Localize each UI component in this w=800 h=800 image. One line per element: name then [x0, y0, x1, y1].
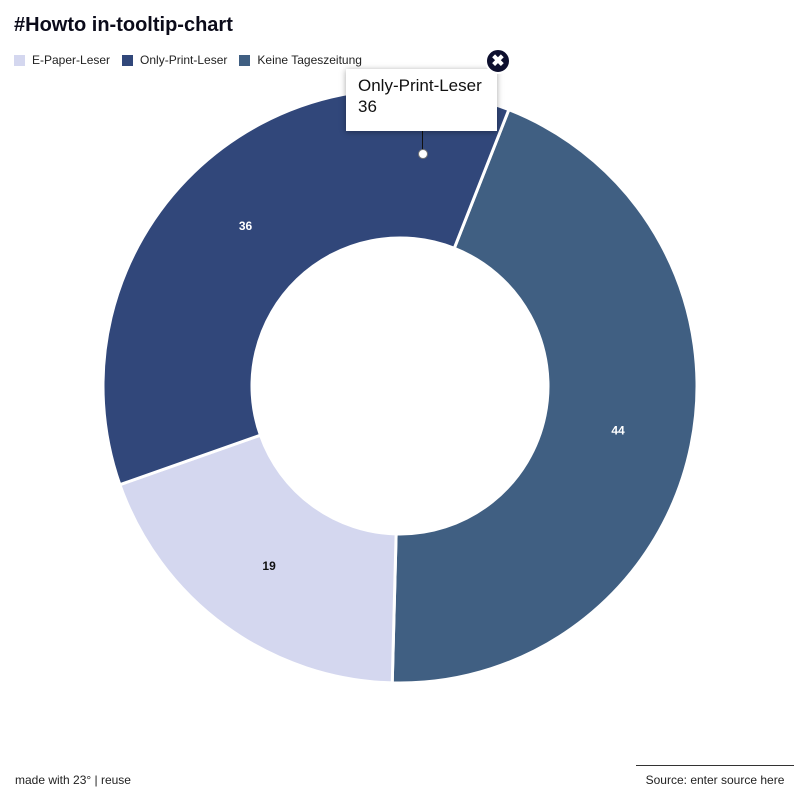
legend-swatch: [239, 54, 251, 66]
slice-value-label: 36: [239, 219, 253, 233]
legend-swatch: [122, 54, 134, 66]
legend-swatch: [14, 54, 25, 66]
footer-credit[interactable]: made with 23° | reuse: [15, 773, 131, 787]
slice-keine-tageszeitung[interactable]: [390, 107, 699, 685]
slice-value-label: 44: [611, 423, 625, 437]
legend: E-Paper-Leser Only-Print-Leser Keine Tag…: [14, 53, 374, 67]
chart-title: #Howto in-tooltip-chart: [14, 14, 233, 36]
legend-item-keine[interactable]: Keine Tageszeitung: [239, 53, 362, 67]
tooltip-anchor-dot: [418, 149, 428, 159]
slice-only-print-leser[interactable]: [101, 87, 511, 487]
legend-label: E-Paper-Leser: [32, 53, 111, 67]
tooltip-value: 36: [358, 97, 377, 116]
tooltip-series-name: Only-Print-Leser: [358, 76, 482, 95]
legend-label: Only-Print-Leser: [140, 53, 228, 67]
slice-value-label: 19: [262, 559, 276, 573]
legend-item-only-print[interactable]: Only-Print-Leser: [122, 53, 227, 67]
footer-source: Source: enter source here: [636, 765, 794, 787]
tooltip-pointer-line: [422, 131, 423, 153]
tooltip: Only-Print-Leser 36: [346, 69, 497, 131]
close-icon[interactable]: ✖: [485, 48, 511, 74]
legend-label: Keine Tageszeitung: [257, 53, 362, 67]
legend-item-e-paper[interactable]: E-Paper-Leser: [14, 53, 110, 67]
slice-e-paper-leser[interactable]: [117, 433, 398, 685]
